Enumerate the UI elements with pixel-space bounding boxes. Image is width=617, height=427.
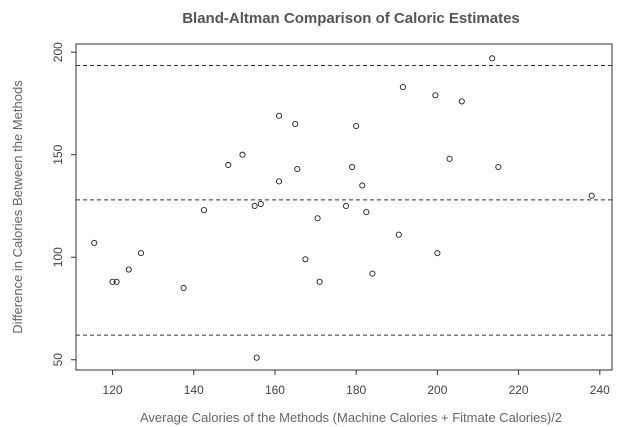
data-point [363,209,370,216]
data-point [275,112,283,119]
data-point [395,231,402,238]
data-point [316,278,323,285]
data-point [109,278,116,285]
y-tick-label: 50 [51,353,65,367]
data-point [200,207,207,214]
y-tick-label: 150 [51,144,65,164]
data-point [353,122,360,130]
data-point [180,284,187,292]
data-point [239,151,246,158]
data-point [342,202,350,210]
data-point [434,250,441,257]
data-point [253,354,260,361]
data-point [588,192,595,199]
x-tick-label: 220 [509,383,529,397]
x-tick-label: 240 [590,383,610,397]
data-point [294,166,301,173]
x-tick-label: 120 [103,383,123,397]
y-tick-label: 200 [51,42,65,62]
data-point [458,98,465,105]
data-points [91,55,595,361]
data-point [446,155,453,162]
y-tick-label: 100 [51,247,65,267]
data-point [302,256,309,263]
data-point [113,278,120,285]
data-point [432,92,439,99]
data-point [275,178,283,185]
data-point [225,161,232,169]
data-point [495,163,502,171]
data-point [369,270,376,277]
data-point [125,266,132,273]
data-point [489,55,496,62]
x-tick-label: 140 [184,383,204,397]
x-axis-label: Average Calories of the Methods (Machine… [140,410,562,425]
x-tick-label: 200 [427,383,447,397]
data-point [251,202,258,210]
data-point [349,163,356,171]
data-point [399,84,406,91]
x-tick-label: 160 [265,383,285,397]
chart-title: Bland-Altman Comparison of Caloric Estim… [182,10,520,27]
data-point [91,239,98,246]
data-point [292,120,299,128]
data-point [314,215,321,222]
reference-lines [76,65,612,336]
data-point [359,182,366,189]
x-tick-label: 180 [346,383,366,397]
y-axis: 50 100 150 200 [51,42,76,367]
data-point [257,200,264,207]
y-axis-label: Difference in Calories Between the Metho… [10,80,25,334]
x-axis: 120 140 160 180 200 220 240 [103,370,610,397]
data-point [137,250,145,257]
plot-frame [75,43,613,371]
